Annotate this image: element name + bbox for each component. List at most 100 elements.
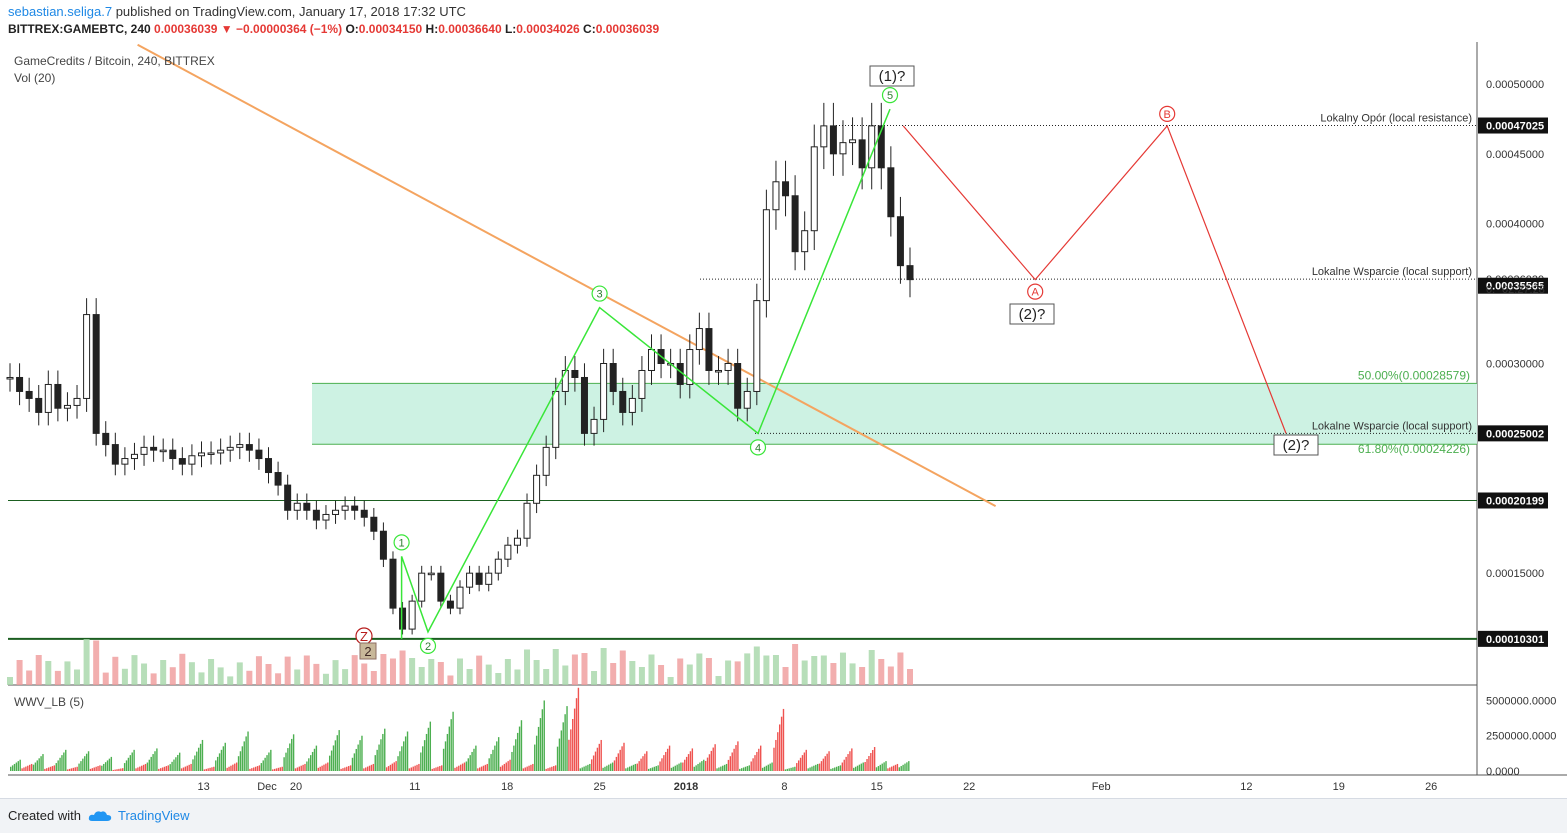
wwv-bar — [591, 759, 593, 771]
x-tick-label: 13 — [197, 781, 209, 793]
wwv-bar — [477, 768, 479, 771]
wwv-bar — [21, 768, 23, 771]
wwv-bar — [406, 731, 409, 771]
wwv-bar — [306, 761, 308, 771]
wwv-bar — [503, 763, 506, 771]
wwv-bar — [165, 766, 168, 771]
candle-up — [762, 209, 770, 302]
volume-bar — [112, 656, 119, 685]
wwv-bar — [661, 758, 663, 771]
candle-up — [590, 418, 598, 434]
candle-down — [580, 376, 588, 434]
wave-2-badge-label: 2 — [364, 644, 371, 659]
wwv-bar — [78, 763, 80, 771]
volume-bar — [447, 675, 454, 685]
candle-down — [734, 363, 742, 409]
wwv-bar — [190, 763, 192, 771]
wwv-bar — [773, 747, 775, 771]
wwv-bar — [803, 752, 806, 771]
price-chart[interactable]: 50.00%(0.00028579) 61.80%(0.00024226) Lok… — [0, 0, 1567, 798]
volume-bar — [131, 655, 138, 685]
change-arrow-icon: ▼ — [220, 22, 233, 36]
wwv-bar — [492, 749, 494, 771]
candle-up — [121, 458, 129, 465]
wwv-bar — [376, 749, 378, 771]
wwv-bar — [216, 756, 219, 771]
wwv-bar — [247, 731, 249, 771]
candle-down — [399, 607, 407, 630]
wwv-bar — [761, 767, 764, 771]
wwv-bar — [110, 756, 113, 771]
wwv-bar — [260, 763, 263, 771]
price-badge-label: 0.00035565 — [1486, 281, 1544, 293]
volume-bar — [150, 673, 157, 685]
wave-label: 3 — [597, 289, 603, 301]
candle-down — [54, 383, 62, 409]
wwv-bar — [114, 769, 116, 771]
wwv-bar — [864, 762, 866, 771]
wwv-bar — [218, 753, 221, 771]
wwv-bar — [642, 756, 644, 771]
wwv-bar — [858, 764, 861, 771]
wwv-bar — [792, 767, 794, 771]
wwv-bar — [446, 733, 449, 771]
wwv-bar — [687, 754, 690, 771]
abc-marker — [1027, 283, 1044, 300]
tradingview-link[interactable]: TradingView — [118, 808, 190, 823]
wwv-bar — [813, 765, 815, 771]
volume-bar — [389, 658, 396, 685]
candle-up — [647, 349, 655, 371]
wwv-bar — [854, 766, 857, 771]
wwv-bar — [699, 762, 701, 771]
volume-bar — [275, 673, 282, 685]
wwv-bar — [32, 764, 35, 771]
wwv-bar — [570, 729, 572, 771]
wwv-bar — [441, 765, 443, 771]
wwv-bar — [342, 768, 344, 771]
wwv-bar — [423, 740, 426, 771]
wwv-bar — [782, 708, 785, 771]
wwv-bar — [670, 767, 673, 771]
wwv-bar — [744, 766, 747, 771]
wwv-bar — [573, 708, 576, 771]
wwv-bar — [581, 767, 583, 771]
candle-up — [73, 397, 81, 406]
candle-up — [140, 446, 148, 455]
candle-down — [102, 432, 110, 446]
wwv-bar — [486, 763, 488, 771]
volume-bar — [897, 652, 904, 685]
wwv-bar — [237, 756, 240, 771]
wwv-bar — [754, 755, 756, 771]
candle-down — [379, 530, 387, 560]
wwv-bar — [530, 764, 532, 771]
wwv-bar — [885, 761, 887, 771]
author-link[interactable]: sebastian.seliga.7 — [8, 4, 113, 19]
fib-label: 61.80%(0.00024226) — [1358, 442, 1470, 456]
wwv-bar — [17, 761, 19, 771]
wwv-bar — [13, 763, 16, 771]
wwv-bar — [184, 766, 187, 771]
wwv-bar — [816, 763, 819, 771]
abc-label: A — [1032, 287, 1040, 299]
wwv-bar — [494, 745, 496, 771]
wwv-bar — [537, 726, 540, 771]
indicator-y-tick: 0.0000 — [1486, 766, 1520, 778]
wwv-bar — [84, 756, 86, 771]
wwv-bar — [199, 743, 202, 771]
wwv-bar — [735, 745, 737, 771]
wwv-bar — [900, 766, 902, 771]
wwv-bar — [478, 767, 481, 771]
wwv-bar — [44, 768, 46, 771]
wwv-bar — [879, 764, 882, 771]
wwv-bar — [461, 763, 464, 771]
volume-bar — [696, 653, 703, 685]
wwv-bar — [889, 767, 891, 771]
wwv-bar — [27, 765, 29, 771]
volume-bar — [591, 671, 598, 685]
wwv-bar — [634, 763, 637, 771]
wwv-bar — [847, 754, 849, 771]
wwv-bar — [152, 754, 154, 771]
wwv-bar — [258, 765, 261, 771]
wwv-bar — [444, 741, 447, 771]
